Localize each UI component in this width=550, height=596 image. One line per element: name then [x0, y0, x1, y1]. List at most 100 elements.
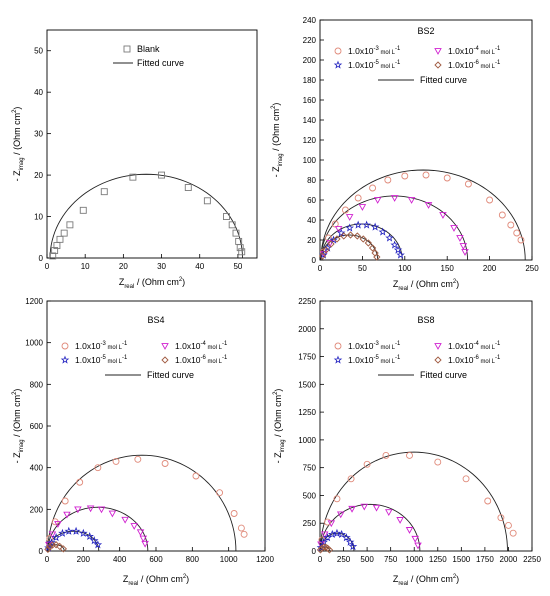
x-tick-label: 400 [113, 555, 127, 564]
y-tick-label: 600 [30, 422, 44, 431]
y-tick-label: 160 [303, 96, 317, 105]
series-1 [319, 171, 525, 256]
legend-label: Blank [137, 44, 160, 54]
x-tick-label: 50 [233, 262, 242, 271]
data-point [370, 222, 380, 231]
data-point [384, 176, 392, 184]
y-tick-label: 0 [312, 256, 317, 265]
data-point [368, 244, 377, 252]
data-point [422, 171, 430, 179]
data-point [237, 524, 245, 532]
data-point [52, 541, 60, 549]
data-point [236, 244, 244, 252]
data-point [232, 229, 240, 237]
legend-label: 1.0x10-4 mol L-1 [175, 341, 228, 351]
legend-label: 1.0x10-6 mol L-1 [448, 60, 501, 70]
data-point [329, 235, 338, 244]
y-tick-label: 400 [30, 464, 44, 473]
data-point [443, 174, 451, 182]
x-axis-title: Zreal / (Ohm cm2) [123, 574, 189, 587]
x-tick-label: 1000 [220, 555, 238, 564]
series-2 [45, 505, 149, 549]
data-point [322, 543, 330, 551]
data-point [336, 228, 346, 237]
panel-title: BS4 [147, 315, 164, 325]
data-point [333, 235, 341, 243]
legend-marker [333, 355, 343, 364]
data-point [456, 235, 464, 242]
data-point [434, 458, 442, 466]
data-point [345, 214, 354, 221]
data-point [228, 221, 236, 229]
data-point [46, 543, 54, 551]
legend-marker [161, 356, 169, 364]
data-point [319, 537, 329, 546]
x-tick-label: 1200 [256, 555, 274, 564]
data-point [141, 540, 149, 548]
data-point [320, 531, 329, 539]
data-point [76, 478, 84, 486]
x-tick-label: 800 [186, 555, 200, 564]
data-point [372, 504, 381, 512]
data-point [203, 197, 211, 205]
data-point [507, 221, 515, 229]
data-point [517, 236, 525, 244]
y-tick-label: 250 [303, 519, 317, 528]
legend-label: Fitted curve [147, 370, 194, 380]
fitted-curve [49, 173, 243, 259]
data-point [342, 533, 351, 542]
x-tick-label: 750 [384, 555, 398, 564]
data-point [240, 530, 248, 538]
x-tick-label: 100 [398, 264, 412, 273]
data-point [161, 460, 169, 467]
chart-panel-1: 0 10 20 30 40 50 0 10 20 30 40 50 - Zimag / (Ohm cm2… [12, 29, 258, 290]
y-tick-label: 220 [303, 36, 317, 45]
series-3 [316, 528, 358, 552]
y-axis-title: - Zimag / (Ohm cm2) [12, 107, 25, 182]
x-tick-label: 30 [157, 262, 166, 271]
data-point [121, 516, 129, 524]
data-point [158, 171, 165, 179]
data-point [93, 540, 103, 549]
legend-label: Fitted curve [420, 370, 467, 380]
data-point [347, 475, 355, 483]
data-point [450, 225, 458, 232]
data-point [359, 235, 367, 243]
data-point [51, 532, 61, 542]
legend-label: 1.0x10-3 mol L-1 [348, 46, 401, 56]
data-point [325, 546, 334, 554]
legend-marker [434, 61, 442, 69]
legend-marker [434, 48, 442, 55]
y-tick-label: 20 [307, 236, 316, 245]
x-tick-label: 200 [77, 555, 91, 564]
legend-label: Fitted curve [137, 58, 184, 68]
x-tick-label: 2000 [500, 555, 518, 564]
y-tick-label: 2250 [298, 297, 316, 306]
x-tick-label: 600 [149, 555, 163, 564]
legend: 1.0x10-3 mol L-1 1.0x10-4 mol L-1 1.0x10-5… [333, 341, 501, 380]
y-tick-label: 200 [30, 505, 44, 514]
x-tick-label: 0 [318, 264, 323, 273]
fitted-curve [320, 234, 379, 261]
legend-label: Fitted curve [420, 75, 467, 85]
data-point [94, 464, 102, 472]
data-point [390, 240, 399, 249]
data-point [71, 526, 81, 535]
data-point [346, 231, 355, 239]
y-tick-label: 1750 [298, 353, 316, 362]
data-point [334, 226, 343, 233]
data-point [498, 211, 506, 219]
y-axis-title: - Zimag / (Ohm cm2) [271, 103, 284, 178]
chart-panel-2: 0 50 100 150 200 250 0 20 40 60 80 100 120 140 160 180 2… [271, 16, 539, 292]
data-point [48, 541, 57, 549]
fitted-curve [320, 451, 508, 552]
series-1 [46, 455, 248, 542]
data-point [320, 543, 328, 551]
data-point [362, 220, 371, 229]
series-2 [320, 195, 469, 258]
data-point [49, 252, 57, 260]
data-point [345, 537, 355, 546]
data-point [358, 204, 367, 211]
y-tick-label: 800 [30, 380, 44, 389]
legend: 1.0x10-3 mol L-1 1.0x10-4 mol L-1 1.0x10-5… [60, 341, 228, 380]
